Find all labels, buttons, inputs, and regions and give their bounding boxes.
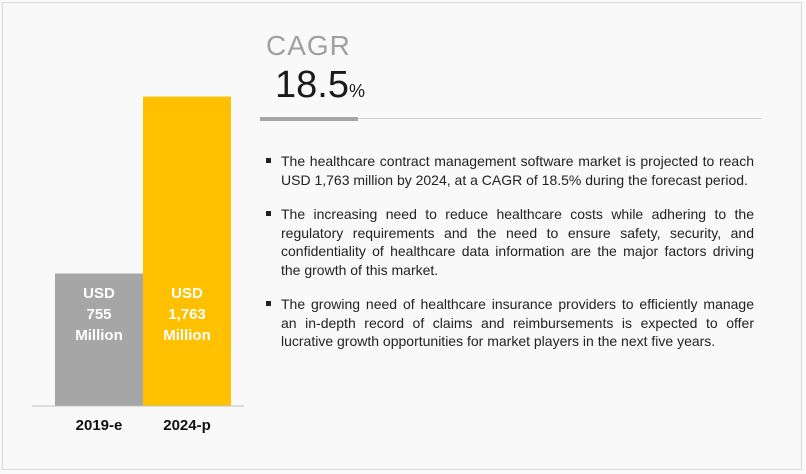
bar-value-line: Million — [75, 327, 123, 344]
key-point-text: The growing need of healthcare insurance… — [281, 296, 754, 349]
key-point-text: The healthcare contract management softw… — [281, 153, 754, 188]
bar-value-line: USD — [83, 285, 115, 302]
bar-value-label: USD 755 Million — [55, 283, 143, 346]
key-points-list: The healthcare contract management softw… — [266, 152, 754, 367]
cagr-label: CAGR — [266, 30, 351, 61]
bar-value-line: Million — [163, 327, 211, 344]
cagr-value: 18.5% — [275, 64, 365, 107]
key-point-text: The increasing need to reduce healthcare… — [281, 206, 754, 278]
bullet-icon — [266, 301, 271, 306]
key-point: The healthcare contract management softw… — [266, 152, 754, 189]
key-point: The growing need of healthcare insurance… — [266, 295, 754, 351]
bar-value-line: 755 — [86, 306, 112, 323]
bullet-icon — [266, 158, 271, 163]
divider-accent — [260, 117, 358, 121]
category-label: 2024-p — [163, 417, 211, 434]
bar-2019-e — [55, 273, 143, 406]
category-label: 2019-e — [75, 417, 123, 434]
bullet-icon — [266, 211, 271, 216]
bar-value-line: USD — [171, 285, 203, 302]
bar-value-line: 1,763 — [168, 306, 206, 323]
cagr-number: 18.5 — [275, 64, 349, 106]
bar-value-label: USD 1,763 Million — [143, 283, 231, 346]
divider-line — [260, 118, 762, 119]
cagr-unit: % — [348, 81, 365, 101]
key-point: The increasing need to reduce healthcare… — [266, 205, 754, 279]
bar-2024-p — [143, 96, 231, 406]
